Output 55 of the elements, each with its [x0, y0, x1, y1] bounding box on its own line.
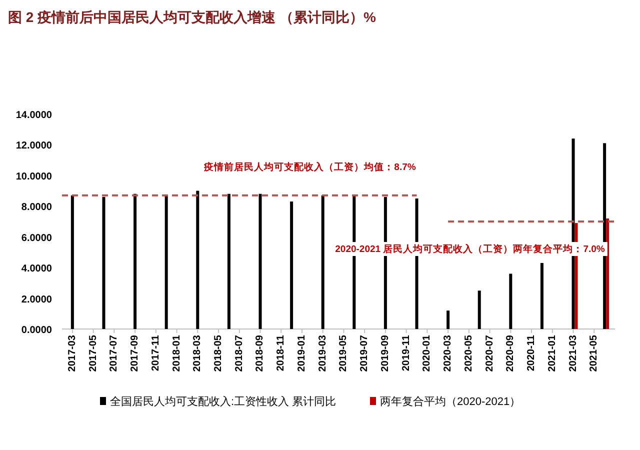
x-tick-label: 2018-11 [276, 334, 287, 372]
x-tick-label: 2020-07 [484, 334, 496, 372]
bar [227, 194, 230, 329]
bar [134, 194, 137, 329]
x-tick-label: 2019-03 [317, 334, 328, 372]
bar [164, 195, 168, 329]
bar [606, 218, 610, 329]
x-tick-label: 2020-11 [526, 334, 538, 372]
x-tick-label: 2017-05 [88, 334, 99, 372]
y-tick-label: 8.0000 [21, 202, 52, 214]
x-tick-label: 2021-03 [568, 334, 579, 372]
bar [540, 262, 544, 329]
x-tick-label: 2018-07 [234, 334, 245, 372]
bar [290, 202, 294, 329]
x-tick-label: 2020-05 [463, 334, 474, 372]
x-tick-label: 2020-03 [442, 334, 454, 372]
annotation: 疫情前居民人均可支配收入（工资）均值：8.7% [203, 161, 416, 173]
y-tick-label: 4.0000 [21, 264, 52, 275]
x-tick-label: 2018-05 [213, 334, 224, 372]
bar [509, 274, 512, 329]
bar [446, 310, 450, 329]
x-tick-label: 2018-01 [171, 334, 182, 372]
y-tick-label: 6.0000 [21, 232, 52, 244]
legend-label: 全国居民人均可支配收入:工资性收入 累计同比 [110, 395, 336, 408]
x-tick-label: 2018-03 [192, 334, 204, 372]
x-tick-label: 2017-11 [150, 334, 162, 372]
x-tick-label: 2021-01 [546, 334, 558, 372]
x-tick-label: 2020-09 [505, 334, 516, 372]
x-tick-label: 2017-03 [66, 334, 78, 372]
bar [258, 194, 262, 329]
x-tick-label: 2019-09 [380, 334, 391, 372]
bar [102, 196, 106, 329]
bar [603, 143, 606, 329]
chart-title: 图 2 疫情前后中国居民人均可支配收入增速 （累计同比）% [8, 9, 376, 25]
y-tick-label: 12.0000 [16, 140, 52, 152]
bar [70, 195, 74, 329]
legend-label: 两年复合平均（2020-2021） [380, 395, 521, 408]
x-tick-label: 2021-05 [588, 334, 600, 372]
x-tick-label: 2019-05 [338, 334, 350, 372]
bar [196, 190, 200, 329]
bar [478, 290, 481, 329]
y-tick-label: 2.0000 [21, 294, 52, 306]
bar [572, 138, 575, 329]
annotation: 2020-2021 居民人均可支配收入（工资）两年复合平均：7.0% [335, 243, 606, 255]
x-tick-label: 2019-07 [359, 334, 370, 372]
x-tick-label: 2017-07 [108, 334, 120, 372]
y-tick-label: 10.0000 [16, 171, 52, 182]
x-tick-label: 2017-09 [130, 334, 141, 372]
x-tick-label: 2019-01 [296, 334, 308, 372]
bar [321, 195, 324, 329]
x-tick-label: 2018-09 [254, 334, 266, 372]
y-tick-label: 14.0000 [16, 110, 52, 121]
x-tick-label: 2020-01 [422, 334, 433, 372]
y-tick-label: 0.0000 [21, 325, 52, 336]
x-tick-label: 2019-11 [400, 334, 412, 372]
